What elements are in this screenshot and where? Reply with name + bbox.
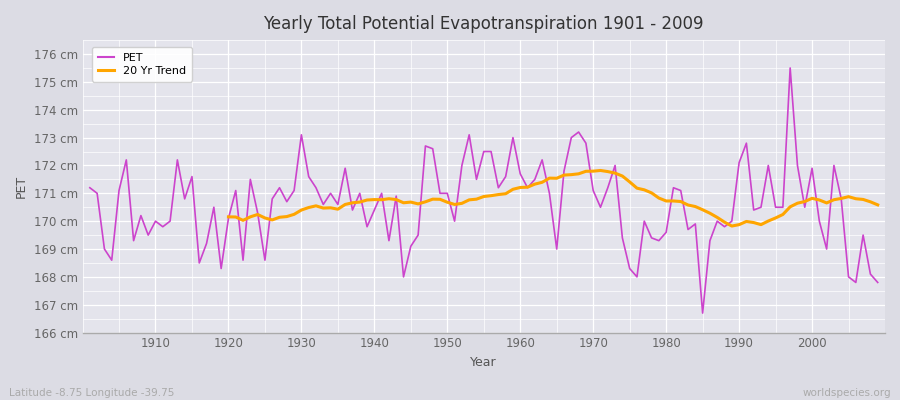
PET — [347, 208, 358, 212]
PET — [508, 135, 518, 140]
20 Yr Trend — [595, 168, 606, 173]
PET — [515, 172, 526, 176]
PET — [303, 174, 314, 179]
Text: worldspecies.org: worldspecies.org — [803, 388, 891, 398]
20 Yr Trend — [778, 212, 788, 217]
Legend: PET, 20 Yr Trend: PET, 20 Yr Trend — [92, 47, 192, 82]
PET — [602, 185, 613, 190]
Y-axis label: PET: PET — [15, 175, 28, 198]
20 Yr Trend — [726, 224, 737, 228]
PET — [143, 233, 154, 238]
20 Yr Trend — [420, 200, 431, 204]
Line: 20 Yr Trend: 20 Yr Trend — [229, 170, 878, 226]
X-axis label: Year: Year — [471, 356, 497, 369]
Line: PET: PET — [90, 68, 878, 313]
20 Yr Trend — [223, 214, 234, 219]
20 Yr Trend — [682, 203, 693, 208]
20 Yr Trend — [792, 201, 803, 206]
20 Yr Trend — [858, 197, 868, 202]
Text: Latitude -8.75 Longitude -39.75: Latitude -8.75 Longitude -39.75 — [9, 388, 175, 398]
Title: Yearly Total Potential Evapotranspiration 1901 - 2009: Yearly Total Potential Evapotranspiratio… — [264, 15, 704, 33]
20 Yr Trend — [872, 202, 883, 207]
PET — [698, 311, 708, 316]
PET — [785, 66, 796, 70]
PET — [85, 185, 95, 190]
PET — [872, 280, 883, 285]
20 Yr Trend — [310, 204, 321, 208]
